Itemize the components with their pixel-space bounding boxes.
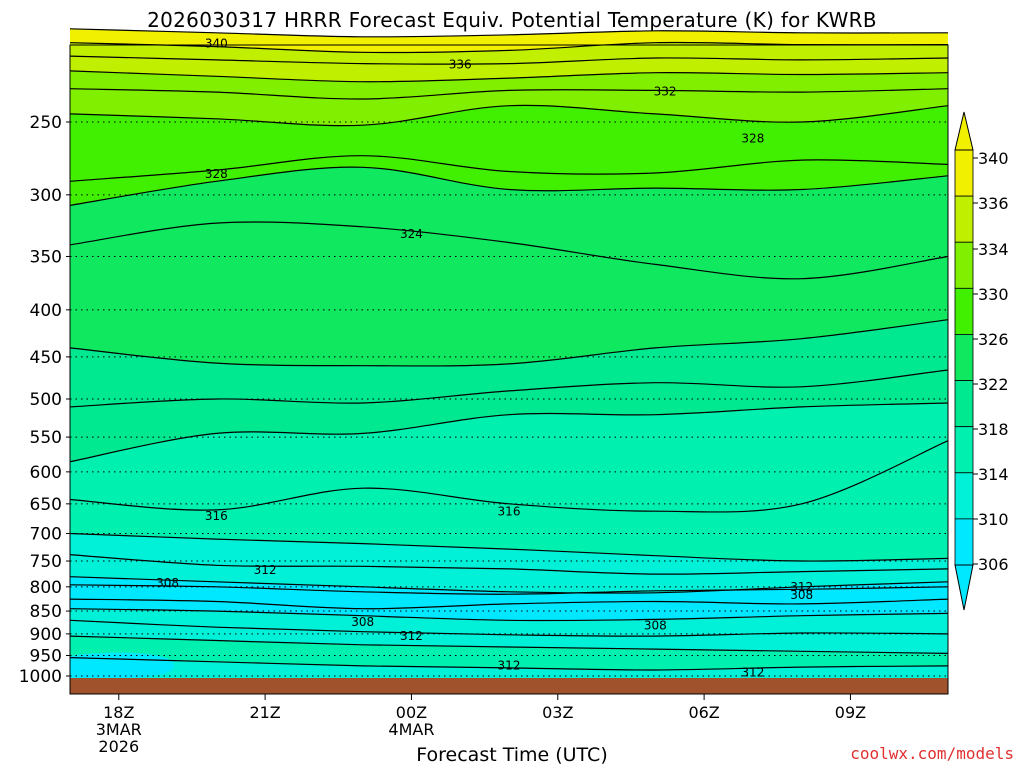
y-tick-label: 400 — [30, 301, 62, 321]
x-tick-sublabel: 3MAR — [96, 720, 142, 739]
contour-label: 312 — [498, 659, 521, 673]
chart-title: 2026030317 HRRR Forecast Equiv. Potentia… — [147, 8, 877, 32]
y-tick-label: 650 — [30, 495, 62, 515]
y-tick-label: 750 — [30, 552, 62, 572]
x-tick-label: 09Z — [835, 703, 866, 722]
isentrope-line — [69, 221, 949, 280]
y-tick-label: 550 — [30, 428, 62, 448]
colorbar-top-arrow — [954, 111, 974, 151]
colorbar-label: 340 — [978, 149, 1009, 168]
y-tick-label: 850 — [30, 602, 62, 622]
contour-label: 312 — [254, 563, 277, 577]
colorbar-label: 326 — [978, 330, 1009, 349]
colorbar-segment — [954, 518, 974, 566]
y-tick-label: 600 — [30, 463, 62, 483]
isentrope-line — [69, 55, 949, 65]
contour-label: 308 — [644, 618, 667, 632]
contour-label: 316 — [205, 509, 228, 523]
colorbar-label: 310 — [978, 510, 1009, 529]
y-tick-label: 450 — [30, 348, 62, 368]
contour-label: 308 — [351, 615, 374, 629]
contour-label: 308 — [156, 576, 179, 590]
contour-label: 328 — [205, 167, 228, 181]
isentrope-line — [69, 657, 949, 671]
y-tick-label: 1000 — [19, 667, 62, 687]
x-axis-label: Forecast Time (UTC) — [416, 744, 608, 766]
isentrope-line — [69, 369, 949, 408]
y-tick-label: 300 — [30, 186, 62, 206]
isentrope-line — [69, 319, 949, 367]
isentrope-line — [69, 608, 949, 622]
plot-frame — [69, 44, 949, 695]
isentrope-line — [69, 402, 949, 463]
isentrope-line — [69, 635, 949, 654]
colorbar-segment — [954, 195, 974, 243]
y-tick-label: 350 — [30, 247, 62, 267]
colorbar-label: 330 — [978, 285, 1009, 304]
contour-label: 336 — [449, 58, 472, 72]
contour-label: 312 — [790, 580, 813, 594]
x-tick-label: 18Z — [103, 703, 134, 722]
x-tick-label: 06Z — [688, 703, 719, 722]
y-tick-label: 700 — [30, 524, 62, 544]
colorbar-segment — [954, 380, 974, 428]
x-tick-sublabel: 2026 — [98, 737, 139, 756]
x-tick-label: 00Z — [396, 703, 427, 722]
contour-label: 308 — [790, 588, 813, 602]
isentrope-line — [69, 584, 949, 595]
isentrope-line — [69, 88, 949, 100]
y-tick-label: 500 — [30, 390, 62, 410]
colorbar-label: 306 — [978, 555, 1009, 574]
isentrope-line — [69, 155, 949, 182]
y-tick-label: 800 — [30, 578, 62, 598]
colorbar-label: 336 — [978, 194, 1009, 213]
contour-label: 332 — [654, 84, 677, 98]
y-tick-label: 950 — [30, 647, 62, 667]
isentrope-line — [69, 166, 949, 206]
contour-label: 312 — [400, 629, 423, 643]
colorbar-segment — [954, 287, 974, 335]
colorbar-bottom-arrow — [954, 564, 974, 611]
colorbar-segment — [954, 426, 974, 474]
credit-text: coolwx.com/models — [850, 744, 1014, 763]
y-tick-label: 900 — [30, 625, 62, 645]
y-tick-label: 250 — [30, 113, 62, 133]
colorbar-label: 322 — [978, 375, 1009, 394]
x-tick-sublabel: 4MAR — [388, 720, 434, 739]
colorbar-label: 314 — [978, 465, 1009, 484]
isentrope-line — [69, 554, 949, 575]
colorbar-segment — [954, 472, 974, 520]
colorbar-label: 318 — [978, 420, 1009, 439]
x-tick-label: 21Z — [249, 703, 280, 722]
isentrope-line — [69, 619, 949, 637]
ground-surface — [70, 678, 948, 694]
colorbar-segment — [954, 149, 974, 197]
colorbar-label: 334 — [978, 240, 1009, 259]
isentrope-line — [69, 70, 949, 83]
colorbar-segment — [954, 334, 974, 381]
contour-label: 316 — [498, 505, 521, 519]
colorbar-segment — [954, 241, 974, 289]
contour-label: 328 — [741, 132, 764, 146]
contour-label: 340 — [205, 37, 228, 51]
contour-label: 312 — [741, 666, 764, 680]
isentrope-line — [69, 28, 949, 38]
contour-label: 324 — [400, 227, 423, 241]
x-tick-label: 03Z — [542, 703, 573, 722]
isentrope-line — [69, 598, 949, 610]
